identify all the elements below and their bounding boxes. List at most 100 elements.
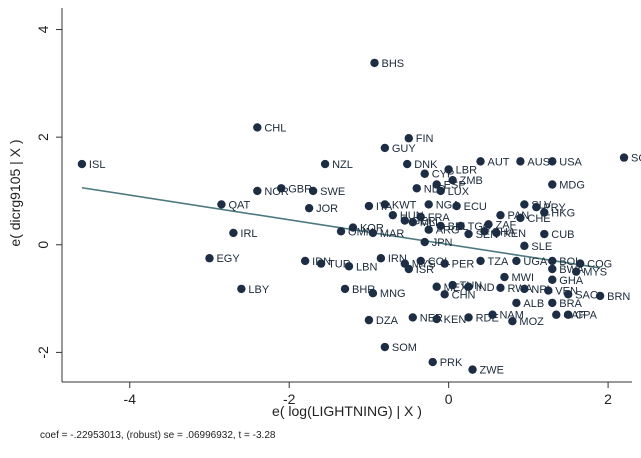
point-label: TZA bbox=[488, 256, 509, 268]
point-label: PRY bbox=[543, 202, 566, 214]
data-point bbox=[512, 298, 521, 308]
data-point bbox=[408, 313, 417, 322]
data-point bbox=[229, 228, 238, 238]
data-point bbox=[548, 180, 557, 189]
data-point bbox=[253, 123, 262, 132]
x-tick-label: -2 bbox=[283, 391, 296, 407]
point-label: CHN bbox=[452, 289, 476, 301]
point-label: LUX bbox=[448, 186, 470, 198]
data-point bbox=[420, 169, 429, 178]
data-point bbox=[380, 200, 390, 209]
data-point bbox=[448, 280, 457, 290]
point-label: BOL bbox=[559, 256, 581, 268]
point-label: ZWE bbox=[480, 365, 504, 377]
point-label: LBY bbox=[248, 284, 269, 296]
data-point bbox=[340, 284, 350, 294]
data-point bbox=[532, 202, 541, 212]
data-point bbox=[488, 310, 497, 319]
data-point bbox=[520, 241, 529, 251]
data-point bbox=[480, 227, 489, 236]
point-label: ESP bbox=[444, 180, 466, 192]
data-point bbox=[464, 282, 473, 291]
point-label: AUS bbox=[527, 156, 550, 168]
point-label: JOR bbox=[316, 203, 338, 215]
data-point bbox=[595, 291, 605, 301]
point-label: ZMB bbox=[460, 175, 483, 187]
point-label: GHA bbox=[559, 275, 584, 287]
point-label: CPA bbox=[575, 310, 597, 322]
data-point bbox=[432, 180, 441, 189]
data-point bbox=[400, 216, 409, 225]
point-label: MDG bbox=[559, 180, 585, 192]
data-point bbox=[344, 262, 354, 271]
data-point bbox=[316, 259, 326, 268]
data-point bbox=[448, 176, 457, 185]
data-point bbox=[496, 210, 505, 220]
data-point bbox=[540, 229, 549, 239]
point-label: MYS bbox=[583, 267, 607, 279]
point-label: ISR bbox=[416, 264, 434, 276]
data-point bbox=[496, 283, 505, 293]
point-label: AUT bbox=[488, 156, 510, 168]
data-point bbox=[564, 290, 573, 299]
point-label: ZAF bbox=[496, 219, 517, 231]
data-point bbox=[508, 316, 517, 326]
data-point bbox=[552, 310, 561, 319]
data-point bbox=[476, 256, 485, 266]
data-point bbox=[304, 203, 314, 213]
data-point bbox=[300, 256, 310, 266]
point-label: MOZ bbox=[519, 316, 544, 328]
data-point bbox=[512, 256, 521, 266]
x-tick-label: -4 bbox=[124, 391, 137, 407]
point-label: QAT bbox=[228, 199, 250, 211]
point-label: UGA bbox=[523, 256, 548, 268]
data-point bbox=[432, 282, 441, 291]
data-point bbox=[424, 225, 433, 234]
point-label: PER bbox=[452, 259, 475, 271]
data-point bbox=[364, 201, 374, 211]
data-point bbox=[540, 208, 549, 217]
data-point bbox=[380, 143, 390, 153]
data-point bbox=[564, 310, 573, 319]
data-point bbox=[436, 221, 445, 231]
y-axis-title: e( dicrg9105 | X ) bbox=[7, 139, 23, 246]
ticks: -4 -2 0 2 -2 0 2 4 bbox=[35, 25, 612, 407]
data-point bbox=[548, 256, 557, 266]
data-point bbox=[217, 200, 226, 209]
data-point bbox=[402, 159, 412, 169]
point-label: LBR bbox=[456, 164, 477, 176]
point-label: ARG bbox=[436, 225, 460, 237]
point-label: FRA bbox=[428, 212, 451, 224]
point-label: ITA bbox=[376, 201, 393, 213]
point-label: NOR bbox=[264, 186, 289, 198]
data-point bbox=[368, 228, 378, 238]
point-label: KOR bbox=[360, 223, 384, 235]
data-point bbox=[205, 254, 214, 263]
data-point bbox=[452, 201, 461, 211]
point-label: BRA bbox=[559, 298, 582, 310]
point-label: NZL bbox=[332, 159, 353, 171]
data-point bbox=[575, 259, 585, 268]
point-label: GHA bbox=[492, 226, 516, 238]
data-point bbox=[253, 186, 262, 196]
point-label: PRK bbox=[440, 357, 463, 369]
point-label: GUY bbox=[392, 143, 417, 155]
point-label: KEN bbox=[444, 314, 467, 326]
point-label: MWI bbox=[511, 272, 534, 284]
data-point bbox=[571, 267, 581, 276]
point-label: OMN bbox=[348, 226, 374, 238]
data-point bbox=[416, 256, 425, 266]
data-point bbox=[444, 165, 453, 174]
data-point bbox=[380, 342, 390, 352]
point-label: DNK bbox=[414, 159, 438, 171]
data-point bbox=[476, 157, 485, 166]
point-label: JPN bbox=[432, 237, 453, 249]
point-label: KWT bbox=[392, 199, 417, 211]
data-point bbox=[237, 284, 246, 294]
data-point bbox=[436, 186, 445, 196]
data-point bbox=[424, 200, 433, 209]
data-point bbox=[348, 223, 358, 232]
point-label: GER bbox=[412, 216, 436, 228]
point-label: CYP bbox=[432, 169, 455, 181]
data-point bbox=[404, 264, 413, 274]
